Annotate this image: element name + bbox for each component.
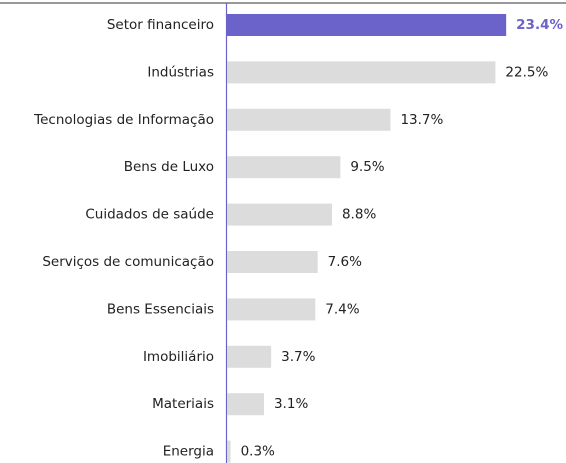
category-label: Tecnologias de Informação [33, 112, 214, 128]
category-label: Energia [163, 444, 214, 460]
bar [227, 61, 496, 84]
bar [227, 345, 272, 368]
value-label: 22.5% [505, 64, 548, 80]
bar [227, 298, 316, 321]
value-label: 7.4% [325, 301, 359, 317]
category-label: Bens Essenciais [107, 301, 214, 317]
category-label: Bens de Luxo [124, 159, 214, 175]
category-label: Serviços de comunicação [42, 254, 214, 270]
category-label: Setor financeiro [107, 17, 214, 33]
bar [227, 393, 264, 416]
value-label: 0.3% [241, 444, 275, 460]
value-label: 8.8% [342, 207, 376, 223]
category-label: Indústrias [147, 64, 214, 80]
value-label: 3.7% [281, 349, 315, 365]
category-label: Materiais [152, 396, 214, 412]
value-label: 23.4% [516, 17, 563, 33]
bar [227, 156, 341, 179]
category-label: Imobiliário [143, 349, 214, 365]
category-label: Cuidados de saúde [85, 207, 214, 223]
bar [227, 251, 318, 273]
value-label: 9.5% [350, 159, 384, 175]
bar [227, 440, 231, 463]
bar [227, 108, 391, 131]
bar [227, 203, 332, 226]
bar [227, 14, 507, 36]
value-label: 7.6% [328, 254, 362, 270]
value-label: 3.1% [274, 396, 308, 412]
value-label: 13.7% [400, 112, 443, 128]
